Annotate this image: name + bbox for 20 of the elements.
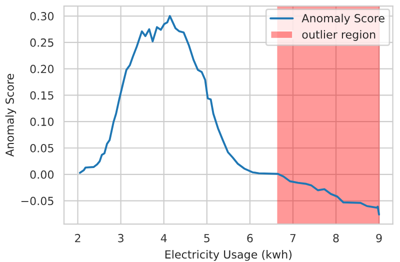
x-tick-label: 2 — [75, 234, 80, 242]
x-tick-label: 4 — [160, 234, 167, 242]
x-tick-label: 6 — [247, 234, 253, 242]
y-tick-label: 0.25 — [30, 38, 54, 47]
y-tick-label: 0.20 — [30, 64, 54, 74]
x-axis-title: Electricity Usage (kwh) — [165, 250, 292, 261]
x-tick-label: 3 — [118, 234, 124, 242]
band-label: outlier region — [302, 30, 376, 41]
y-axis-title: Anomaly Score — [5, 74, 16, 157]
x-tick-label: 5 — [204, 234, 210, 242]
y-tick-label: −0.05 — [21, 196, 54, 206]
legend-label: Anomaly Score — [302, 14, 384, 25]
y-tick-label: 0.10 — [30, 118, 54, 126]
x-tick-label: 9 — [376, 234, 382, 242]
x-tick-label: 8 — [333, 234, 339, 242]
y-tick-label: 0.05 — [30, 144, 54, 152]
y-tick-label: 0.15 — [30, 91, 54, 100]
y-tick-label: 0.00 — [30, 170, 54, 179]
x-tick-label: 7 — [290, 234, 296, 242]
y-tick-label: 0.30 — [30, 12, 54, 20]
